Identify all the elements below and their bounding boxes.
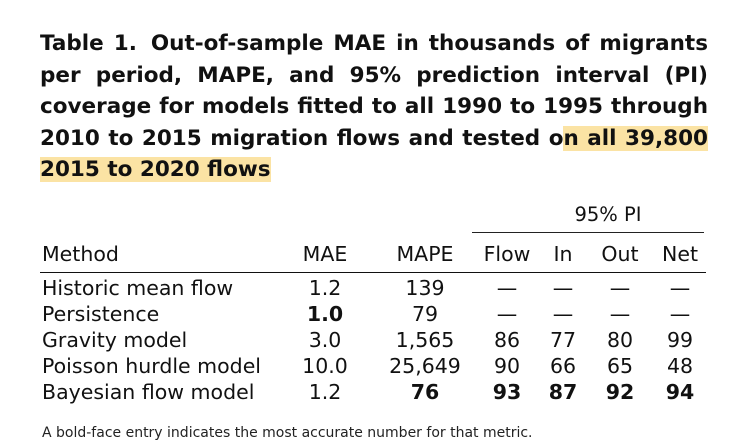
mape-value: 79 [411,302,439,326]
out-value: 65 [606,354,634,378]
col-header-flow: Flow [483,242,531,266]
mae-value: 3.0 [308,328,342,352]
table-row: Bayesian flow model 1.2 76 93 87 92 94 [40,379,708,405]
caption-label: Table 1. [40,31,137,56]
pi-group-title: 95% PI [574,203,642,226]
col-header-net: Net [662,242,698,266]
header-rule [40,272,706,273]
method-name: Bayesian flow model [42,380,255,404]
group-header: 95% PI [40,200,708,233]
table-caption: Table 1. Out-of-sample MAE in thousands o… [40,28,708,186]
flow-value: 90 [493,354,521,378]
col-header-mape: MAPE [396,242,454,266]
in-value: 77 [549,328,577,352]
mae-value: 1.2 [308,276,342,300]
out-value: — [609,276,631,300]
net-value: 99 [666,328,694,352]
caption-text: Out-of-sample MAE in thousands of migran… [40,31,708,151]
net-value: — [669,302,691,326]
flow-value: 93 [492,380,522,404]
table-row: Persistence 1.0 79 — — — — [40,301,708,327]
table-row: Poisson hurdle model 10.0 25,649 90 66 6… [40,353,708,379]
out-value: — [609,302,631,326]
out-value: 80 [606,328,634,352]
table-footnote: A bold-face entry indicates the most acc… [42,425,533,441]
group-rule [472,232,704,233]
col-header-out: Out [601,242,639,266]
mape-value: 139 [405,276,445,300]
mae-value: 1.0 [306,302,344,326]
mape-value: 25,649 [389,354,461,378]
mae-value: 1.2 [308,380,342,404]
method-name: Historic mean flow [42,276,234,300]
mae-value: 10.0 [302,354,348,378]
net-value: 48 [666,354,694,378]
in-value: 66 [549,354,577,378]
in-value: — [552,302,574,326]
method-name: Poisson hurdle model [42,354,262,378]
net-value: 94 [665,380,695,404]
method-name: Gravity model [42,328,188,352]
col-header-in: In [553,242,573,266]
flow-value: — [496,302,518,326]
mape-value: 1,565 [395,328,455,352]
out-value: 92 [605,380,635,404]
column-header-row: Method MAE MAPE Flow In Out Net [40,238,708,270]
col-header-mae: MAE [302,242,348,266]
table-row: Gravity model 3.0 1,565 86 77 80 99 [40,327,708,353]
col-header-method: Method [42,242,119,266]
net-value: — [669,276,691,300]
in-value: 87 [548,380,578,404]
table-body: Historic mean flow 1.2 139 — — — — Persi… [40,275,708,405]
flow-value: — [496,276,518,300]
flow-value: 86 [493,328,521,352]
method-name: Persistence [42,302,160,326]
mape-value: 76 [410,380,440,404]
in-value: — [552,276,574,300]
table-row: Historic mean flow 1.2 139 — — — — [40,275,708,301]
